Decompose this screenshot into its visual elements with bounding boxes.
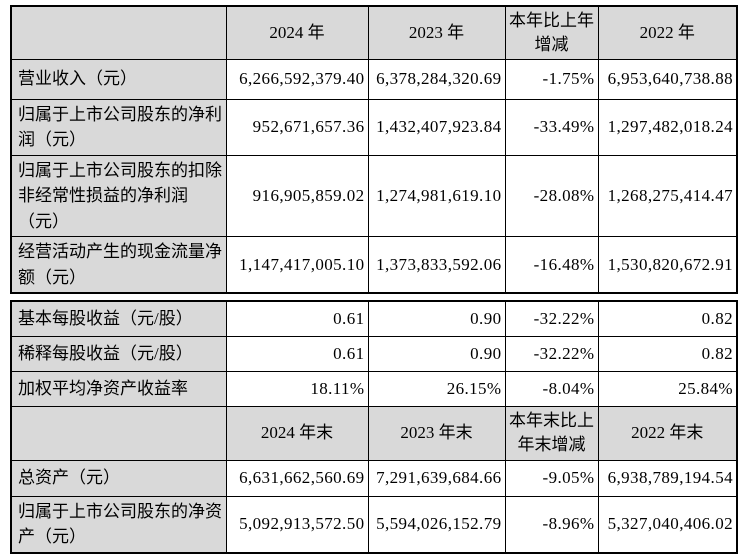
value-2022: 1,530,820,672.91 xyxy=(597,236,738,294)
value-2023: 0.90 xyxy=(367,335,506,372)
value-2023: 26.15% xyxy=(367,370,506,407)
value-2024: 1,147,417,005.10 xyxy=(225,236,369,294)
header-blank-cell xyxy=(10,5,227,60)
value-change: -32.22% xyxy=(504,300,599,337)
value-2024: 6,266,592,379.40 xyxy=(225,58,369,100)
table-row-net-profit: 归属于上市公司股东的净利润（元） 952,671,657.36 1,432,40… xyxy=(10,98,738,156)
value-2022: 25.84% xyxy=(597,370,738,407)
value-2022: 6,953,640,738.88 xyxy=(597,58,738,100)
header-year-2024: 2024 年 xyxy=(225,5,369,60)
table-row-deducted-net-profit: 归属于上市公司股东的扣除非经常性损益的净利润（元） 916,905,859.02… xyxy=(10,154,738,238)
value-2024: 0.61 xyxy=(225,335,369,372)
value-change: -8.04% xyxy=(504,370,599,407)
table-row-operating-cash-flow: 经营活动产生的现金流量净额（元） 1,147,417,005.10 1,373,… xyxy=(10,236,738,294)
value-2023: 6,378,284,320.69 xyxy=(367,58,506,100)
value-2023: 7,291,639,684.66 xyxy=(367,459,506,497)
row-label: 归属于上市公司股东的净资产（元） xyxy=(10,495,227,554)
value-change: -16.48% xyxy=(504,236,599,294)
financial-report-page: 2024 年 2023 年 本年比上年增减 2022 年 营业收入（元） 6,2… xyxy=(10,5,738,554)
income-statement-table: 2024 年 2023 年 本年比上年增减 2022 年 营业收入（元） 6,2… xyxy=(10,5,738,295)
row-label: 加权平均净资产收益率 xyxy=(10,370,227,407)
value-2022: 1,268,275,414.47 xyxy=(597,154,738,238)
row-label: 归属于上市公司股东的净利润（元） xyxy=(10,98,227,156)
row-label: 总资产（元） xyxy=(10,459,227,497)
table-header-row: 2024 年 2023 年 本年比上年增减 2022 年 xyxy=(10,5,738,60)
value-2024: 5,092,913,572.50 xyxy=(225,495,369,554)
value-change: -9.05% xyxy=(504,459,599,497)
value-2022: 0.82 xyxy=(597,300,738,337)
header-year-end-2024: 2024 年末 xyxy=(225,405,369,461)
table-row-weighted-avg-roe: 加权平均净资产收益率 18.11% 26.15% -8.04% 25.84% xyxy=(10,370,738,407)
table-row-net-assets: 归属于上市公司股东的净资产（元） 5,092,913,572.50 5,594,… xyxy=(10,495,738,554)
table-header-row-year-end: 2024 年末 2023 年末 本年末比上年末增减 2022 年末 xyxy=(10,405,738,461)
header-year-2023: 2023 年 xyxy=(367,5,506,60)
header-blank-cell xyxy=(10,405,227,461)
ratios-and-balance-table: 基本每股收益（元/股） 0.61 0.90 -32.22% 0.82 稀释每股收… xyxy=(10,300,738,554)
header-year-2022: 2022 年 xyxy=(597,5,738,60)
value-2024: 18.11% xyxy=(225,370,369,407)
value-2022: 0.82 xyxy=(597,335,738,372)
row-label: 归属于上市公司股东的扣除非经常性损益的净利润（元） xyxy=(10,154,227,238)
value-2024: 952,671,657.36 xyxy=(225,98,369,156)
table-row-total-assets: 总资产（元） 6,631,662,560.69 7,291,639,684.66… xyxy=(10,459,738,497)
value-2023: 1,274,981,619.10 xyxy=(367,154,506,238)
value-2022: 1,297,482,018.24 xyxy=(597,98,738,156)
table-row-basic-eps: 基本每股收益（元/股） 0.61 0.90 -32.22% 0.82 xyxy=(10,300,738,337)
row-label: 基本每股收益（元/股） xyxy=(10,300,227,337)
header-year-end-change: 本年末比上年末增减 xyxy=(504,405,599,461)
value-2023: 1,373,833,592.06 xyxy=(367,236,506,294)
value-2024: 0.61 xyxy=(225,300,369,337)
row-label: 营业收入（元） xyxy=(10,58,227,100)
value-change: -33.49% xyxy=(504,98,599,156)
value-2023: 0.90 xyxy=(367,300,506,337)
value-2024: 6,631,662,560.69 xyxy=(225,459,369,497)
header-year-end-2023: 2023 年末 xyxy=(367,405,506,461)
row-label: 经营活动产生的现金流量净额（元） xyxy=(10,236,227,294)
value-change: -28.08% xyxy=(504,154,599,238)
value-change: -8.96% xyxy=(504,495,599,554)
value-2023: 1,432,407,923.84 xyxy=(367,98,506,156)
value-change: -1.75% xyxy=(504,58,599,100)
value-2022: 5,327,040,406.02 xyxy=(597,495,738,554)
value-2024: 916,905,859.02 xyxy=(225,154,369,238)
value-2022: 6,938,789,194.54 xyxy=(597,459,738,497)
header-year-end-2022: 2022 年末 xyxy=(597,405,738,461)
row-label: 稀释每股收益（元/股） xyxy=(10,335,227,372)
header-yoy-change: 本年比上年增减 xyxy=(504,5,599,60)
value-2023: 5,594,026,152.79 xyxy=(367,495,506,554)
value-change: -32.22% xyxy=(504,335,599,372)
table-row-revenue: 营业收入（元） 6,266,592,379.40 6,378,284,320.6… xyxy=(10,58,738,100)
table-row-diluted-eps: 稀释每股收益（元/股） 0.61 0.90 -32.22% 0.82 xyxy=(10,335,738,372)
